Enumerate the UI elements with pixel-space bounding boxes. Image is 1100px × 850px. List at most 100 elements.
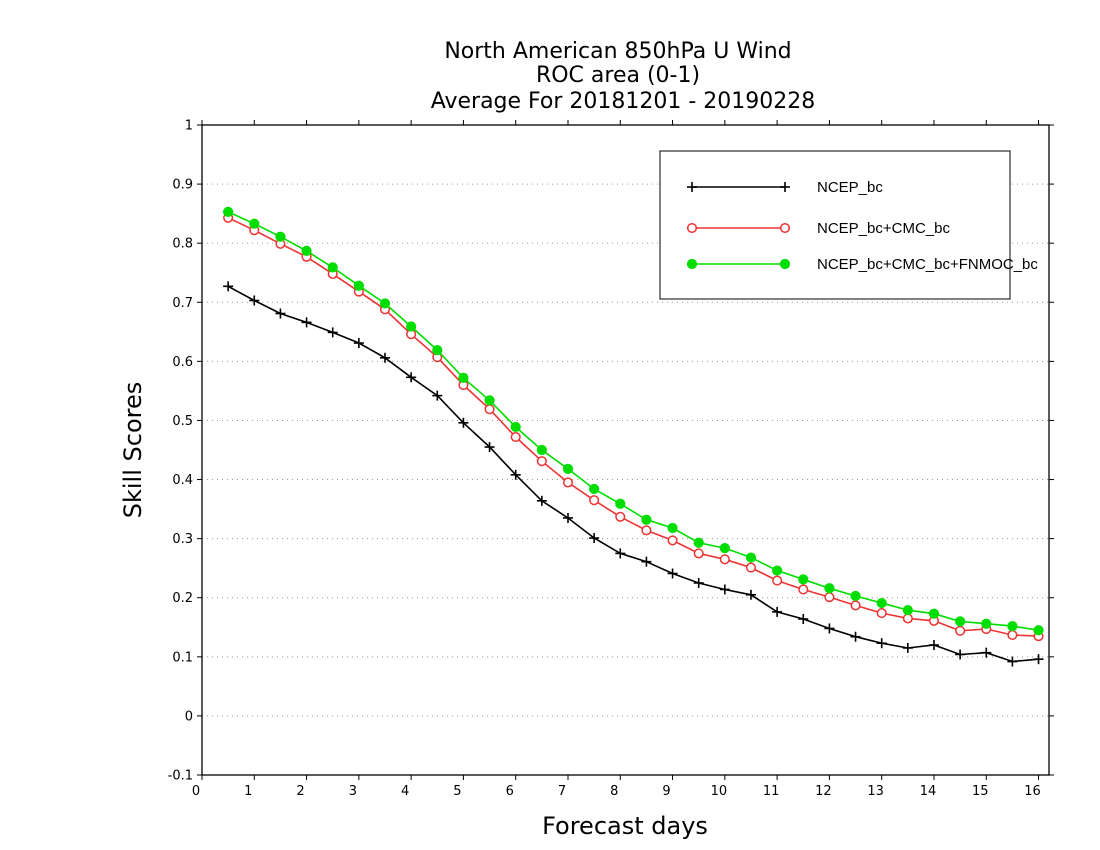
data-point-ncep-bc-cmc-bc-fnmoc-bc: [223, 206, 234, 217]
data-point-ncep-bc-cmc-bc: [536, 456, 547, 467]
x-tick-label: 7: [558, 784, 566, 799]
data-point-ncep-bc: [772, 606, 783, 617]
title-line-1: North American 850hPa U Wind: [444, 39, 791, 64]
legend-item-ncep-bc-cmc-bc: NCEP_bc+CMC_bc: [686, 220, 950, 237]
data-point-ncep-bc-cmc-bc: [615, 511, 626, 522]
x-tick-label: 15: [972, 784, 989, 799]
data-point-ncep-bc: [301, 317, 312, 328]
data-point-ncep-bc-cmc-bc-fnmoc-bc: [301, 245, 312, 256]
data-point-ncep-bc-cmc-bc: [955, 625, 966, 636]
x-tick-label: 5: [453, 784, 461, 799]
x-tick-label: 8: [610, 784, 618, 799]
data-point-ncep-bc-cmc-bc-fnmoc-bc: [615, 498, 626, 509]
y-axis-ticks: -0.1 0 0.1 0.2 0.3 0.4 0.5 0.6 0.7 0.8 0.9 1: [168, 119, 1054, 784]
data-point-ncep-bc-cmc-bc: [719, 554, 730, 565]
data-point-ncep-bc-cmc-bc: [824, 592, 835, 603]
data-point-ncep-bc: [353, 338, 364, 349]
title-line-2: ROC area (0-1): [536, 63, 700, 88]
data-point-ncep-bc-cmc-bc-fnmoc-bc: [379, 298, 391, 309]
data-point-ncep-bc: [641, 556, 652, 567]
data-point-ncep-bc-cmc-bc-fnmoc-bc: [275, 231, 286, 242]
data-point-ncep-bc-cmc-bc-fnmoc-bc: [981, 618, 992, 629]
data-point-ncep-bc-cmc-bc: [772, 575, 783, 586]
data-point-ncep-bc: [693, 577, 704, 588]
legend-marker: [779, 258, 791, 270]
legend-marker: [687, 182, 697, 192]
data-point-ncep-bc: [902, 642, 913, 653]
data-point-ncep-bc: [406, 372, 417, 383]
data-point-ncep-bc: [1007, 656, 1018, 667]
legend-item-ncep-bc-cmc-bc-fnmoc-bc: NCEP_bc+CMC_bc+FNMOC_bc: [686, 256, 1038, 273]
data-point-ncep-bc-cmc-bc: [798, 584, 809, 595]
data-point-ncep-bc: [850, 631, 861, 642]
series-line-ncep-bc: [227, 285, 1039, 663]
x-tick-label: 13: [867, 784, 884, 799]
data-point-ncep-bc: [876, 638, 887, 649]
data-point-ncep-bc-cmc-bc: [562, 477, 574, 488]
data-point-ncep-bc: [798, 614, 809, 624]
data-point-ncep-bc-cmc-bc: [510, 431, 521, 443]
data-point-ncep-bc-cmc-bc-fnmoc-bc: [772, 565, 783, 576]
data-point-ncep-bc: [484, 442, 495, 453]
legend-label: NCEP_bc+CMC_bc: [817, 220, 950, 237]
data-point-ncep-bc-cmc-bc-fnmoc-bc: [353, 280, 364, 291]
series-ncep-bc-cmc-bc-fnmoc-bc: [223, 206, 1044, 636]
legend-marker: [686, 258, 698, 270]
data-point-ncep-bc: [1033, 654, 1044, 665]
plot-frame: [201, 124, 1050, 776]
data-point-ncep-bc: [955, 649, 966, 660]
data-point-ncep-bc: [379, 352, 390, 363]
data-point-ncep-bc-cmc-bc-fnmoc-bc: [876, 597, 887, 609]
data-point-ncep-bc-cmc-bc: [641, 525, 652, 536]
data-point-ncep-bc: [824, 623, 835, 634]
y-tick-label: 0.2: [172, 591, 193, 606]
data-point-ncep-bc: [432, 390, 443, 401]
y-tick-label: 1: [185, 119, 193, 134]
data-point-ncep-bc-cmc-bc-fnmoc-bc: [955, 616, 966, 627]
data-point-ncep-bc-cmc-bc: [902, 613, 913, 624]
y-tick-label: 0.4: [172, 473, 193, 488]
data-point-ncep-bc-cmc-bc-fnmoc-bc: [406, 321, 417, 332]
data-point-ncep-bc: [458, 417, 469, 428]
data-point-ncep-bc-cmc-bc-fnmoc-bc: [484, 395, 495, 406]
x-tick-label: 1: [244, 784, 252, 799]
data-point-ncep-bc-cmc-bc-fnmoc-bc: [562, 463, 574, 475]
data-point-ncep-bc-cmc-bc-fnmoc-bc: [745, 552, 757, 563]
data-point-ncep-bc-cmc-bc-fnmoc-bc: [327, 262, 338, 273]
y-tick-label: 0: [185, 709, 193, 724]
series-ncep-bc: [223, 281, 1044, 667]
data-point-ncep-bc-cmc-bc-fnmoc-bc: [1033, 625, 1044, 636]
data-point-ncep-bc: [249, 295, 260, 306]
data-point-ncep-bc-cmc-bc-fnmoc-bc: [824, 583, 835, 594]
data-point-ncep-bc: [928, 640, 939, 650]
x-tick-label: 12: [815, 784, 832, 799]
data-point-ncep-bc-cmc-bc: [1007, 629, 1018, 641]
x-tick-label: 3: [349, 784, 357, 799]
title-line-3: Average For 20181201 - 20190228: [431, 89, 816, 114]
data-point-ncep-bc-cmc-bc-fnmoc-bc: [536, 444, 547, 456]
y-tick-label: 0.6: [172, 355, 193, 370]
legend-marker: [779, 222, 791, 234]
data-point-ncep-bc-cmc-bc: [850, 600, 861, 611]
x-tick-label: 14: [920, 784, 937, 799]
data-point-ncep-bc: [745, 589, 756, 600]
data-point-ncep-bc-cmc-bc: [745, 562, 757, 573]
data-point-ncep-bc: [981, 647, 992, 658]
data-point-ncep-bc-cmc-bc: [693, 548, 704, 559]
data-point-ncep-bc: [562, 512, 573, 523]
data-point-ncep-bc-cmc-bc: [589, 495, 600, 506]
y-tick-label: 0.9: [172, 178, 193, 193]
data-point-ncep-bc-cmc-bc-fnmoc-bc: [693, 537, 704, 548]
x-tick-label: 2: [296, 784, 304, 799]
x-axis-label: Forecast days: [542, 812, 708, 840]
data-point-ncep-bc-cmc-bc-fnmoc-bc: [928, 608, 940, 619]
data-point-ncep-bc-cmc-bc-fnmoc-bc: [1007, 620, 1018, 632]
data-point-ncep-bc-cmc-bc: [667, 535, 678, 546]
x-tick-label: 6: [506, 784, 514, 799]
data-point-ncep-bc-cmc-bc-fnmoc-bc: [850, 590, 861, 602]
legend-item-ncep-bc: NCEP_bc: [687, 179, 883, 196]
data-point-ncep-bc: [223, 281, 234, 292]
y-tick-label: -0.1: [168, 769, 193, 784]
legend-marker: [686, 222, 698, 234]
data-point-ncep-bc: [667, 568, 678, 579]
